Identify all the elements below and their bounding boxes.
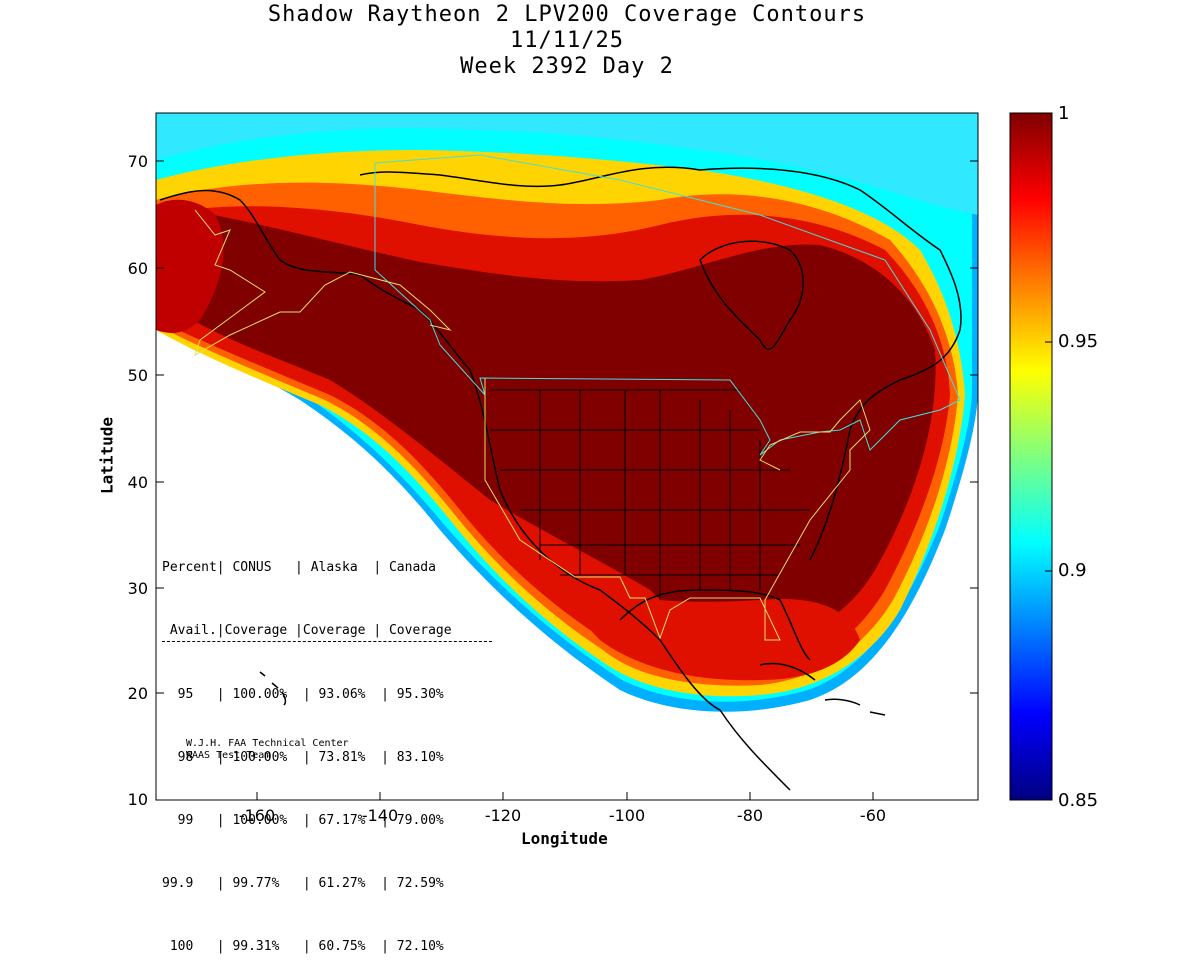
y-tick-label: 70 xyxy=(127,152,148,171)
table-header: Avail.|Coverage |Coverage | Coverage xyxy=(162,620,492,642)
contour-1.00 xyxy=(159,210,936,640)
table-row: 100 | 99.31% | 60.75% | 72.10% xyxy=(162,939,444,954)
chart-title-line3: Week 2392 Day 2 xyxy=(460,54,674,79)
x-tick-label: -140 xyxy=(361,806,399,825)
table-row: 98 | 100.00% | 73.81% | 83.10% xyxy=(162,750,444,765)
coverage-contours xyxy=(156,113,978,712)
table-row: 99.9 | 99.77% | 61.27% | 72.59% xyxy=(162,876,444,891)
y-tick-label: 60 xyxy=(127,259,148,278)
tick-marks xyxy=(156,160,978,800)
political-boundaries xyxy=(194,154,961,641)
y-tick-label: 40 xyxy=(127,473,148,492)
colorbar-ticks xyxy=(1045,341,1052,572)
alaska-border xyxy=(194,209,452,357)
colorbar-tick-label: 0.95 xyxy=(1058,331,1099,352)
north-america-coast xyxy=(159,166,962,791)
colorbar xyxy=(1009,112,1053,801)
x-tick-label: -80 xyxy=(736,806,764,825)
y-tick-label: 10 xyxy=(127,790,148,809)
colorbar-tick-label: 1 xyxy=(1058,103,1070,124)
credit-line: WAAS Test Team xyxy=(186,750,271,761)
table-row: 95 | 100.00% | 93.06% | 95.30% xyxy=(162,687,444,702)
x-axis-label: Longitude xyxy=(521,829,608,848)
table-row: 99 | 100.00% | 67.17% | 79.00% xyxy=(162,813,444,828)
colorbar-tick-label: 0.9 xyxy=(1058,560,1087,581)
plot-frame xyxy=(155,112,979,801)
coverage-map xyxy=(155,112,1053,801)
y-tick-label: 30 xyxy=(127,579,148,598)
y-axis-label: Latitude xyxy=(97,416,117,495)
x-tick-label: -100 xyxy=(608,806,646,825)
canada-border xyxy=(374,154,961,456)
x-tick-label: -120 xyxy=(484,806,522,825)
y-tick-label: 20 xyxy=(127,684,148,703)
colorbar-tick-label: 0.85 xyxy=(1058,790,1099,811)
credit-line: W.J.H. FAA Technical Center xyxy=(186,738,349,749)
x-tick-label: -160 xyxy=(238,806,276,825)
chart-title-line1: Shadow Raytheon 2 LPV200 Coverage Contou… xyxy=(267,2,867,27)
contour-gulf-red xyxy=(560,580,860,681)
map-outlines xyxy=(159,166,962,791)
hudson-bay xyxy=(699,240,804,351)
contour-alaska-red xyxy=(156,199,224,333)
credit: W.J.H. FAA Technical Center WAAS Test Te… xyxy=(186,738,349,762)
caribbean-islands xyxy=(759,662,886,716)
y-tick-label: 50 xyxy=(127,366,148,385)
chart-title-line2: 11/11/25 xyxy=(510,28,624,53)
table-header: Percent| CONUS | Alaska | Canada xyxy=(162,560,436,575)
contour-north-cyan xyxy=(156,113,978,215)
hawaii xyxy=(259,671,287,706)
conus-border xyxy=(484,378,871,641)
x-tick-label: -60 xyxy=(859,806,887,825)
us-state-borders xyxy=(490,389,810,600)
